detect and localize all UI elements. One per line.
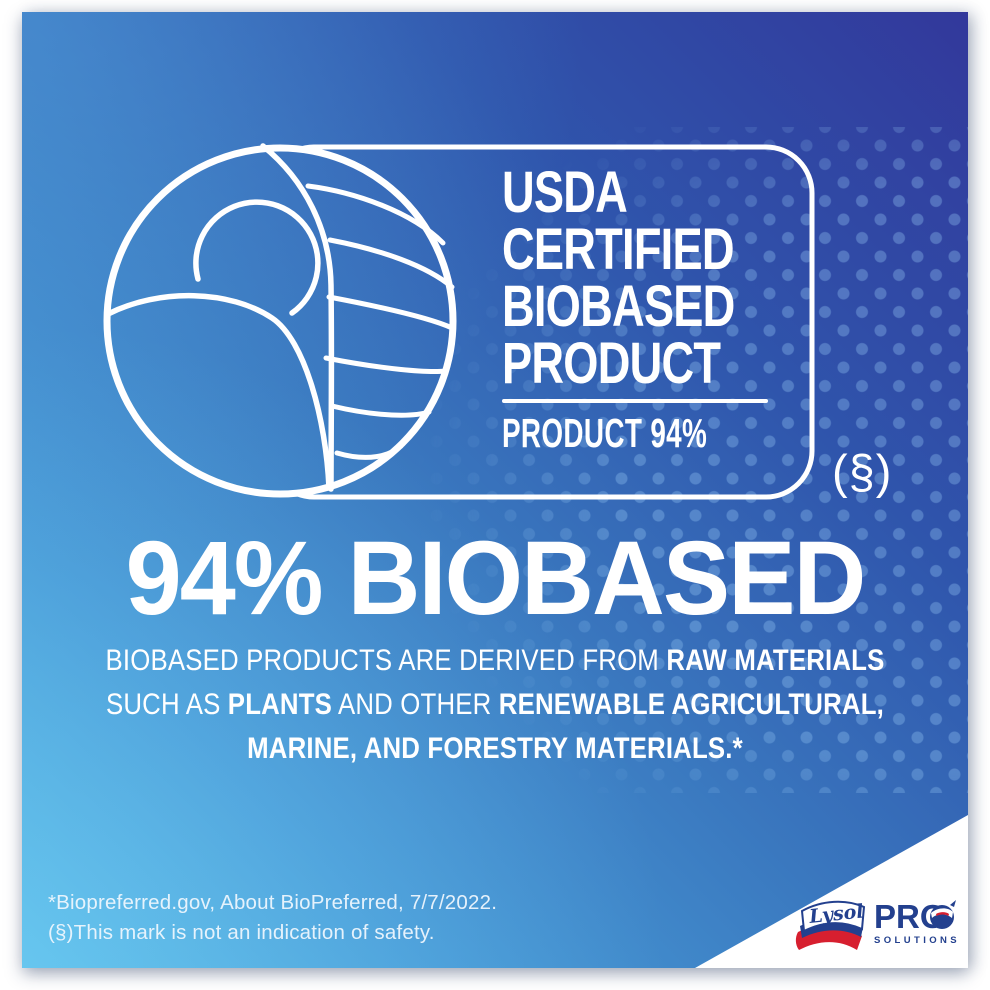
body-line-3: MARINE, AND FORESTRY MATERIALS.* [88, 727, 902, 771]
footnote-safety: (§)This mark is not an indication of saf… [48, 920, 435, 944]
footnotes: *Biopreferred.gov, About BioPreferred, 7… [48, 888, 497, 947]
body-line-1: BIOBASED PRODUCTS ARE DERIVED FROM RAW M… [88, 639, 902, 683]
lysol-logo: Lysol [795, 900, 866, 950]
leaf-spine [260, 143, 335, 492]
body-copy: BIOBASED PRODUCTS ARE DERIVED FROM RAW M… [88, 639, 902, 771]
leaf-rib [305, 183, 446, 246]
leaf-rib [323, 355, 449, 374]
leaf-rib [329, 403, 432, 418]
headline-94-biobased: 94% BIOBASED [125, 520, 867, 637]
emblem-artwork [103, 143, 457, 498]
footnote-source: *Biopreferred.gov, About BioPreferred, 7… [48, 891, 498, 914]
body-text-bold: PLANTS [227, 688, 333, 721]
section-mark: (§) [832, 445, 893, 498]
body-text-bold: MARINE, AND FORESTRY MATERIALS.* [247, 732, 743, 765]
body-text: BIOBASED PRODUCTS ARE DERIVED FROM [105, 644, 667, 677]
body-line-2: SUCH AS PLANTS AND OTHER RENEWABLE AGRIC… [88, 683, 902, 727]
solutions-text: SOLUTIONS [874, 935, 960, 946]
hill-line [105, 293, 332, 491]
sun-icon [193, 199, 321, 316]
pro-solutions-wordmark: PRO SOLUTIONS [874, 898, 960, 946]
usda-biobased-emblem-icon [103, 143, 815, 500]
blue-gradient-panel: USDA CERTIFIED BIOBASED PRODUCT PRODUCT … [22, 12, 968, 968]
body-text: SUCH AS [105, 688, 228, 721]
lysol-pro-solutions-logo: Lysol PRO SOLUTIONS [795, 898, 960, 950]
leaf-rib [326, 294, 455, 331]
emblem-circle [103, 144, 457, 498]
pro-o-flag [950, 900, 956, 907]
badge-line-product: PRODUCT [502, 331, 721, 396]
pro-o-red-detail [936, 912, 949, 916]
leaf-rib [334, 443, 404, 460]
usda-badge-text: USDA CERTIFIED BIOBASED PRODUCT PRODUCT … [502, 164, 804, 457]
badge-line-usda: USDA [502, 160, 628, 225]
lysol-banner [800, 900, 866, 933]
badge-divider [502, 399, 768, 403]
badge-product-percentage: PRODUCT 94% [502, 410, 708, 456]
leaf-rib [327, 237, 455, 290]
body-text: AND OTHER [332, 688, 499, 721]
badge-line-certified: CERTIFIED [502, 217, 735, 282]
corner-wedge [695, 815, 968, 968]
badge-line-biobased: BIOBASED [502, 274, 735, 339]
body-text-bold: RENEWABLE AGRICULTURAL, [498, 688, 884, 721]
body-text-bold: RAW MATERIALS [666, 644, 885, 677]
